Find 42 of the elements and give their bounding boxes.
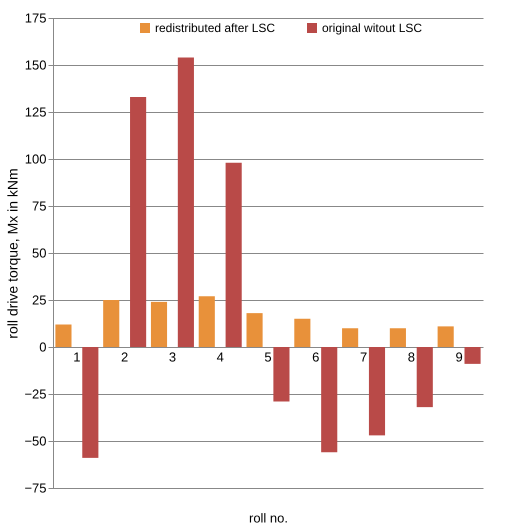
x-tick-label: 9 [455, 350, 463, 364]
y-tick-label: −25 [24, 386, 46, 402]
y-tick-label: 0 [39, 340, 46, 354]
x-tick-label: 4 [216, 350, 224, 364]
x-tick-label: 7 [360, 350, 368, 364]
x-axis-title: roll no. [248, 510, 288, 524]
legend-label: redistributed after LSC [155, 21, 276, 35]
bar [103, 300, 120, 347]
bar [321, 347, 338, 452]
y-tick-label: 25 [32, 292, 46, 308]
bar [178, 57, 194, 347]
x-tick-label: 2 [121, 350, 128, 364]
legend-label: original witout LSC [322, 21, 422, 35]
y-tick-label: 50 [32, 246, 46, 260]
bar [130, 96, 146, 347]
bar [198, 296, 215, 347]
y-tick-label: −50 [24, 434, 46, 448]
x-tick-label: 8 [408, 350, 415, 364]
bar [82, 347, 98, 458]
x-tick-label: 1 [73, 350, 81, 364]
bar [416, 347, 433, 408]
y-tick-label: 150 [24, 58, 46, 72]
y-tick-label: 100 [24, 152, 46, 166]
bar [226, 162, 242, 347]
bar [342, 328, 358, 347]
y-tick-label: 175 [24, 10, 46, 26]
bar [273, 347, 290, 402]
bar [390, 328, 406, 347]
x-tick-label: 3 [168, 350, 176, 364]
x-tick-label: 5 [264, 350, 272, 364]
bar [438, 326, 454, 347]
bar [464, 347, 481, 364]
bar [55, 324, 72, 347]
bar [368, 347, 386, 436]
bar [294, 318, 310, 347]
bar [246, 313, 263, 347]
y-tick-label: 75 [32, 198, 46, 214]
bar [150, 302, 168, 347]
y-tick-label: −75 [24, 480, 46, 496]
x-tick-label: 6 [312, 350, 320, 364]
y-tick-label: 125 [24, 104, 46, 120]
y-axis-title: roll drive torque, Mx in kNm [4, 168, 20, 339]
